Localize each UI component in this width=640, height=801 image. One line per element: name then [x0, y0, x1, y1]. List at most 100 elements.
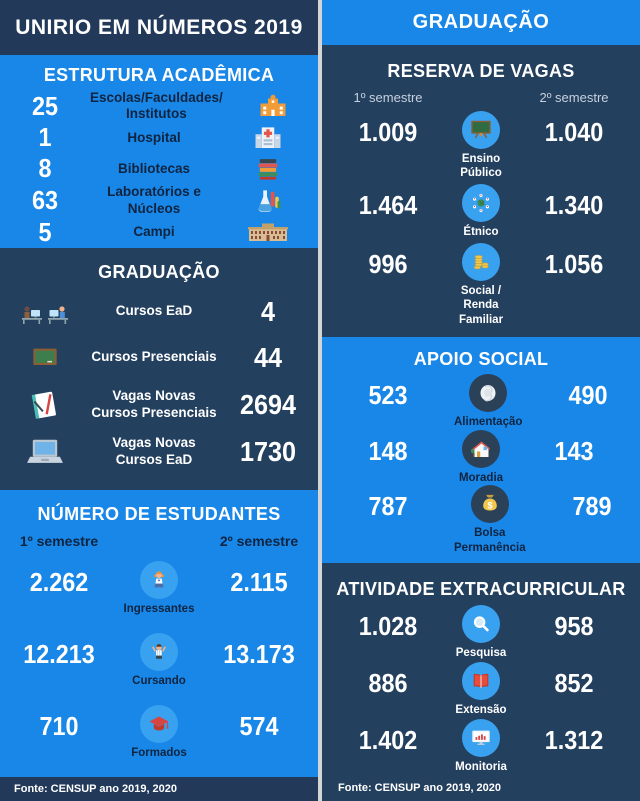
ethnic-diversity-icon	[462, 184, 500, 223]
right-column: GRADUAÇÃO RESERVA DE VAGAS 1º semestre 2…	[322, 0, 640, 801]
stat-value: 4	[260, 295, 276, 327]
stat-value-sem1: 1.402	[358, 724, 418, 755]
source-note: Fonte: CENSUP ano 2019, 2020	[338, 782, 502, 794]
stat-value-sem2: 1.312	[544, 724, 604, 755]
stat-label: Hospital	[127, 129, 181, 145]
section-estrutura-academica: ESTRUTURA ACADÊMICA 25 Escolas/Faculdade…	[0, 55, 318, 248]
list-item: 1 Hospital	[0, 122, 318, 153]
page-title: UNIRIO EM NÚMEROS 2019	[15, 15, 303, 39]
section-title: ESTRUTURA ACADÊMICA	[43, 65, 275, 85]
list-item: Cursos Presenciais 44	[0, 342, 318, 374]
laboratory-icon	[218, 186, 318, 216]
stat-value-sem1: 12.213	[23, 639, 95, 670]
stat-value-sem1: 1.028	[358, 610, 418, 641]
stat-label: Monitoria	[455, 760, 507, 773]
list-item: 523 Alimentação 490	[322, 374, 640, 429]
left-column: UNIRIO EM NÚMEROS 2019 ESTRUTURA ACADÊMI…	[0, 0, 318, 801]
laptop-icon	[0, 438, 90, 466]
stat-label: Extensão	[455, 703, 507, 716]
list-item: 787 $ Bolsa Permanência 789	[322, 485, 640, 555]
section-apoio-social: APOIO SOCIAL 523 Alimentação 490 148	[322, 337, 640, 563]
list-item: 710 Formados 574	[0, 705, 318, 760]
stat-value-sem2: 143	[554, 435, 594, 466]
stat-value-sem2: 1.056	[544, 249, 604, 280]
stat-label: Vagas Novas Cursos Presenciais	[91, 387, 217, 420]
stat-label: Vagas Novas Cursos EaD	[112, 435, 196, 468]
school-icon	[223, 91, 318, 121]
section-reserva-de-vagas: RESERVA DE VAGAS 1º semestre 2º semestre…	[322, 45, 640, 337]
list-item: Cursos EaD 4	[0, 296, 318, 328]
stat-value: 1730	[239, 436, 297, 468]
stat-label: Ingressantes	[123, 603, 195, 616]
list-item: 25 Escolas/Faculdades/ Institutos	[0, 90, 318, 122]
student-girl-icon	[140, 561, 178, 600]
stat-label: Escolas/Faculdades/ Institutos	[90, 90, 223, 122]
house-icon	[462, 429, 500, 468]
student-rows: 2.262 Ingressantes 2.115 12.213	[0, 549, 318, 777]
notepad-icon	[0, 388, 90, 422]
list-item: 1.028 Pesquisa 958	[322, 604, 640, 660]
distance-learning-icon	[0, 299, 90, 325]
list-item: Vagas Novas Cursos Presenciais 2694	[0, 388, 318, 422]
stat-value-sem2: 574	[239, 711, 279, 742]
section-title: NÚMERO DE ESTUDANTES	[37, 504, 281, 524]
list-item: 1.464 Étnico 1.340	[322, 184, 640, 239]
left-header: UNIRIO EM NÚMEROS 2019	[0, 0, 318, 55]
stat-value-sem2: 13.173	[223, 639, 295, 670]
semester-2-label: 2º semestre	[539, 90, 609, 105]
stat-label: Laboratórios e Núcleos	[107, 184, 201, 216]
stat-label: Bolsa Permanência	[454, 527, 526, 554]
list-item: 5 Campi	[0, 217, 318, 248]
column-divider	[318, 0, 322, 801]
stat-value-sem2: 958	[554, 610, 594, 641]
stat-value-sem1: 886	[368, 667, 408, 698]
estrutura-rows: 25 Escolas/Faculdades/ Institutos 1 Hosp…	[0, 86, 318, 258]
stat-value-sem2: 490	[568, 380, 608, 411]
section-title: ATIVIDADE EXTRACURRICULAR	[336, 579, 626, 599]
stat-value-sem1: 710	[39, 711, 79, 742]
stat-value-sem1: 523	[368, 380, 408, 411]
stat-label: Ensino Público	[460, 152, 502, 180]
section-title: APOIO SOCIAL	[413, 349, 549, 369]
coins-icon	[462, 243, 500, 282]
semester-headers: 1º semestre 2º semestre	[322, 90, 640, 105]
stat-label: Bibliotecas	[117, 160, 191, 176]
stat-value-sem2: 1.040	[544, 116, 604, 147]
stat-label: Campi	[133, 224, 175, 240]
stat-value-sem2: 789	[572, 491, 612, 522]
magnifier-icon	[462, 604, 500, 643]
stat-value-sem1: 1.009	[358, 116, 418, 147]
stat-label: Formados	[131, 747, 187, 760]
section-atividade-extracurricular: ATIVIDADE EXTRACURRICULAR 1.028 Pesquisa…	[322, 563, 640, 801]
right-column-title: GRADUAÇÃO	[412, 11, 550, 33]
food-icon	[469, 374, 508, 413]
stat-label: Alimentação	[454, 416, 523, 429]
left-footer: Fonte: CENSUP ano 2019, 2020	[0, 777, 318, 801]
list-item: 2.262 Ingressantes 2.115	[0, 561, 318, 616]
stat-label: Moradia	[458, 471, 504, 484]
semester-1-label: 1º semestre	[353, 90, 423, 105]
list-item: 12.213 Cursando 13.173	[0, 633, 318, 688]
section-numero-de-estudantes: NÚMERO DE ESTUDANTES 1º semestre 2º seme…	[0, 490, 318, 777]
list-item: 8 Bibliotecas	[0, 153, 318, 184]
stat-value-sem1: 996	[368, 249, 408, 280]
semester-2-label: 2º semestre	[219, 533, 299, 549]
stat-label: Cursos Presenciais	[91, 349, 217, 365]
public-school-board-icon	[462, 110, 500, 149]
stat-value: 8	[38, 153, 52, 184]
open-book-icon	[462, 661, 500, 700]
stat-value: 2694	[239, 388, 297, 420]
right-header: GRADUAÇÃO	[322, 0, 640, 45]
list-item: 1.402 Monitoria 1.312	[322, 718, 640, 774]
stat-value-sem2: 2.115	[230, 567, 288, 598]
semester-headers: 1º semestre 2º semestre	[0, 533, 318, 549]
stat-value-sem1: 1.464	[358, 190, 418, 221]
atividade-rows: 1.028 Pesquisa 958 886	[322, 600, 640, 801]
stat-value: 44	[253, 341, 283, 373]
list-item: 63 Laboratórios e Núcleos	[0, 184, 318, 216]
stat-value: 25	[31, 90, 59, 121]
books-icon	[218, 155, 318, 183]
source-note: Fonte: CENSUP ano 2019, 2020	[14, 783, 178, 795]
section-title: RESERVA DE VAGAS	[387, 61, 575, 81]
